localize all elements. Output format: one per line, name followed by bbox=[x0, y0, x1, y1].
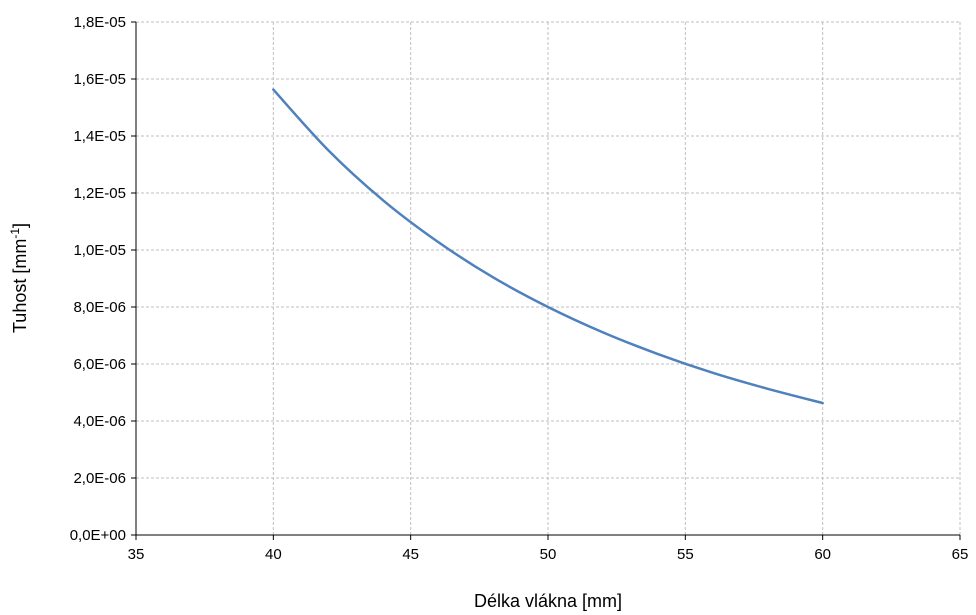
y-tick-label: 1,0E-05 bbox=[73, 242, 126, 259]
series-lines bbox=[272, 88, 824, 405]
x-tick-label: 45 bbox=[402, 546, 419, 563]
x-tick-label: 60 bbox=[814, 546, 831, 563]
x-tick-label: 50 bbox=[540, 546, 557, 563]
x-tick-label: 35 bbox=[128, 546, 145, 563]
x-tick-label: 40 bbox=[265, 546, 282, 563]
y-axis-title-suffix: ] bbox=[10, 223, 30, 228]
y-tick-label: 1,6E-05 bbox=[73, 71, 126, 88]
series-line bbox=[272, 88, 824, 405]
y-tick-label: 0,0E+00 bbox=[70, 527, 126, 544]
y-axis-title-superscript: -1 bbox=[8, 228, 22, 239]
y-tick-label: 1,8E-05 bbox=[73, 14, 126, 31]
grid-lines bbox=[136, 21, 961, 535]
y-axis-title: Tuhost [mm-1] bbox=[8, 223, 30, 333]
y-tick-label: 4,0E-06 bbox=[73, 413, 126, 430]
x-tick-label: 65 bbox=[952, 546, 969, 563]
tick-labels: 0,0E+00 2,0E-06 4,0E-06 6,0E-06 8,0E-06 1,0E-… bbox=[70, 14, 969, 563]
x-tick-label: 55 bbox=[677, 546, 694, 563]
y-tick-label: 1,4E-05 bbox=[73, 128, 126, 145]
y-axis-title-main: Tuhost [mm bbox=[10, 239, 30, 333]
x-axis-title: Délka vlákna [mm] bbox=[474, 591, 622, 611]
y-tick-label: 2,0E-06 bbox=[73, 470, 126, 487]
y-tick-label: 8,0E-06 bbox=[73, 299, 126, 316]
y-tick-label: 1,2E-05 bbox=[73, 185, 126, 202]
y-tick-label: 6,0E-06 bbox=[73, 356, 126, 373]
